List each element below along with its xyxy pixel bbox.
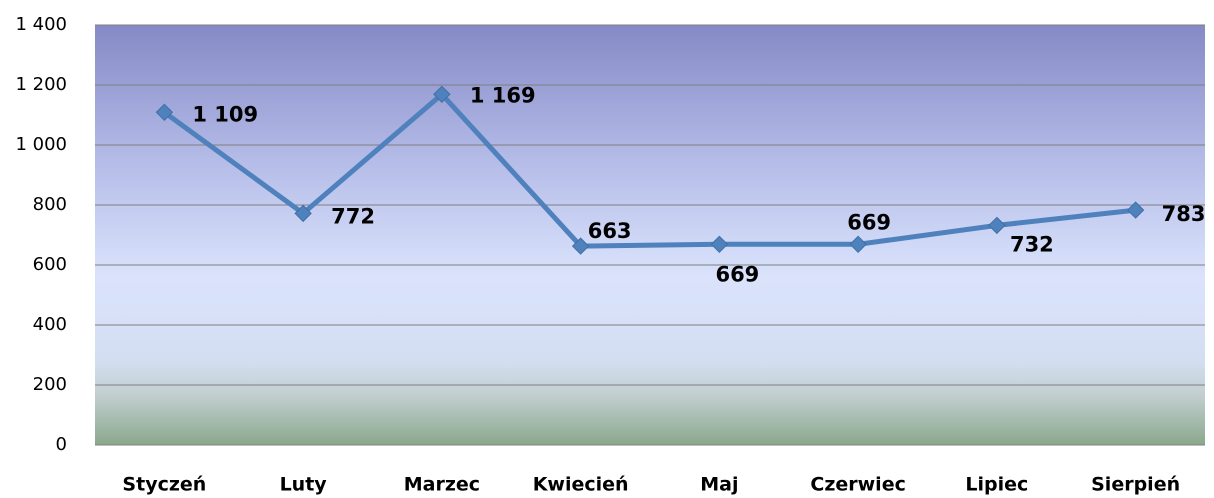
plot-area — [95, 25, 1205, 445]
x-tick-label: Maj — [700, 474, 738, 496]
marker — [294, 204, 312, 223]
x-tick-label: Marzec — [404, 474, 480, 496]
marker — [849, 235, 867, 254]
y-tick-label: 200 — [33, 374, 67, 395]
marker — [433, 85, 451, 104]
data-label: 783 — [1162, 202, 1206, 226]
x-tick-label: Sierpień — [1091, 474, 1180, 496]
x-tick-label: Kwiecień — [533, 474, 629, 496]
x-tick-label: Czerwiec — [810, 474, 905, 496]
data-label: 1 109 — [192, 102, 258, 126]
marker — [988, 216, 1006, 235]
y-tick-label: 400 — [33, 314, 67, 335]
y-tick-label: 600 — [33, 254, 67, 275]
x-tick-label: Luty — [280, 474, 328, 496]
data-label: 663 — [588, 219, 632, 243]
data-label: 772 — [331, 204, 375, 228]
marker — [710, 235, 729, 254]
y-tick-label: 1 200 — [15, 74, 67, 95]
x-tick-label: Lipiec — [965, 474, 1028, 496]
marker — [1126, 201, 1145, 219]
y-tick-label: 1 400 — [15, 14, 67, 35]
data-label: 732 — [1010, 232, 1054, 256]
data-label: 669 — [715, 262, 759, 286]
y-tick-label: 0 — [56, 434, 67, 455]
data-label: 1 169 — [470, 83, 536, 107]
series-line — [162, 91, 1136, 249]
marker — [571, 237, 590, 255]
marker — [155, 103, 174, 122]
y-tick-label: 800 — [33, 194, 67, 215]
y-tick-label: 1 000 — [15, 134, 67, 155]
data-label: 669 — [847, 210, 891, 234]
x-tick-label: Styczeń — [122, 474, 206, 496]
